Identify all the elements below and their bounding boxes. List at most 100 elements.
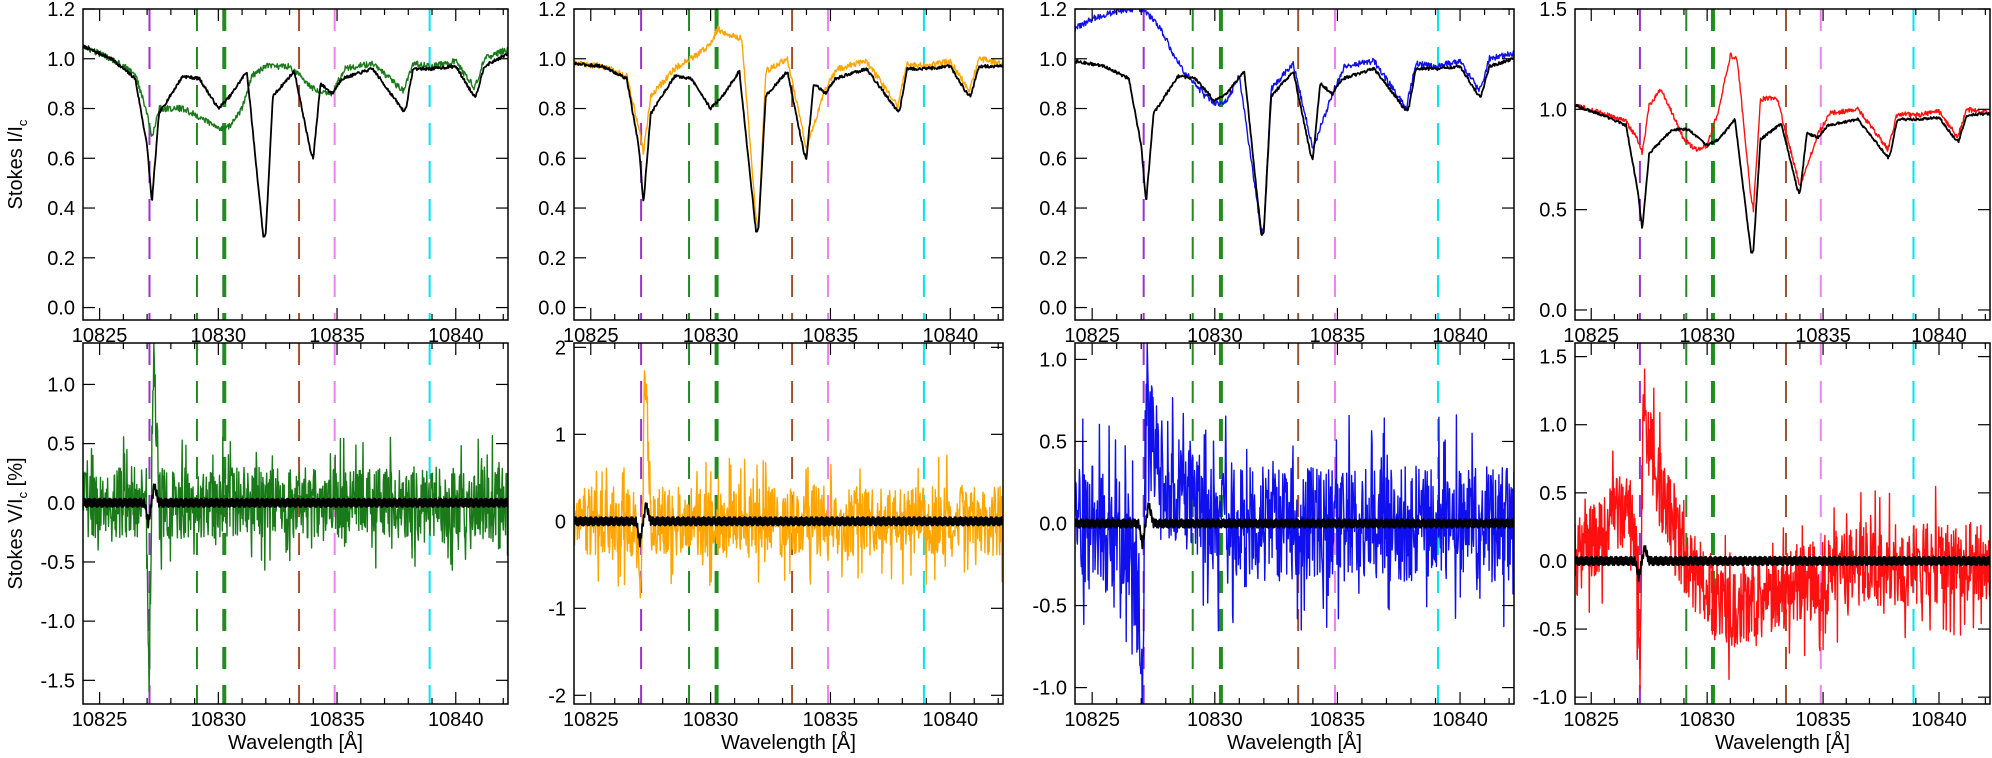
observed-series-line — [1575, 368, 1990, 690]
x-tick-label: 10825 — [72, 709, 128, 731]
x-tick-label: 10830 — [191, 709, 247, 731]
observed-series-line — [574, 25, 1003, 228]
y-tick-label: 1.0 — [47, 49, 75, 71]
y-tick-label: 0.5 — [1039, 431, 1067, 453]
panel-bottom-3: 10825 10830 10835 10840 -1.0 -0.5 0.0 0.5 1.0 Wav… — [1033, 342, 1515, 754]
observed-series-line — [83, 45, 508, 137]
observed-series-line — [1075, 343, 1514, 704]
x-tick-label: 10840 — [1911, 325, 1967, 347]
panel-bottom-2: 10825 10830 10835 10840 -2 -1 0 1 2 Wavelength [Å… — [548, 337, 1004, 754]
plot-frame — [1574, 342, 1991, 705]
plot-frame — [82, 342, 509, 705]
reference-series-line — [1575, 103, 1990, 254]
x-tick-label: 10825 — [1563, 709, 1619, 731]
reference-series-line — [1075, 56, 1514, 236]
x-tick-label: 10840 — [428, 709, 484, 731]
y-tick-label: 1.2 — [538, 0, 566, 21]
x-axis-title: Wavelength [Å] — [721, 731, 856, 754]
y-tick-label: 0.4 — [1039, 198, 1067, 220]
x-tick-label: 10825 — [563, 325, 619, 347]
y-tick-label: 1.2 — [47, 0, 75, 21]
reference-series-line — [1575, 545, 1990, 582]
y-tick-label: 0.4 — [538, 198, 566, 220]
y-tick-label: 0.0 — [47, 493, 75, 515]
x-tick-label: 10840 — [922, 709, 978, 731]
x-tick-label: 10840 — [1432, 325, 1488, 347]
y-tick-label: 0.5 — [1539, 200, 1567, 222]
plot-frame — [1074, 8, 1515, 321]
x-tick-label: 10830 — [1679, 325, 1735, 347]
x-tick-label: 10825 — [1064, 709, 1120, 731]
y-tick-label: 0.6 — [1039, 148, 1067, 170]
y-tick-label: 0.8 — [1039, 99, 1067, 121]
plot-frame — [573, 342, 1004, 705]
x-tick-label: 10840 — [1911, 709, 1967, 731]
x-tick-label: 10825 — [563, 709, 619, 731]
reference-series-line — [1075, 502, 1514, 550]
panel-top-3: 10825 10830 10835 10840 0.0 0.2 0.4 0.6 0.8 1.0 1.… — [1039, 0, 1515, 347]
x-tick-label: 10825 — [1563, 325, 1619, 347]
x-axis-title: Wavelength [Å] — [1715, 731, 1850, 754]
panel-top-1: 10825 10830 10835 10840 0.0 0.2 0.4 0.6 0.8 1.0 1.… — [5, 0, 509, 347]
y-tick-label: 1.0 — [1039, 49, 1067, 71]
x-tick-label: 10830 — [1679, 709, 1735, 731]
x-tick-label: 10835 — [803, 709, 859, 731]
x-tick-label: 10835 — [1310, 325, 1366, 347]
y-tick-label: 0.8 — [538, 99, 566, 121]
y-tick-label: 1.0 — [538, 49, 566, 71]
y-tick-label: 0.6 — [47, 148, 75, 170]
x-tick-label: 10840 — [1432, 709, 1488, 731]
reference-series-line — [83, 44, 508, 238]
y-tick-label: 0.0 — [1039, 298, 1067, 320]
y-tick-label: 1.2 — [1039, 0, 1067, 21]
plot-frame — [82, 8, 509, 321]
y-tick-label: -0.5 — [1533, 619, 1567, 641]
x-tick-label: 10825 — [72, 325, 128, 347]
x-tick-label: 10835 — [309, 709, 365, 731]
y-tick-label: 0.0 — [1039, 514, 1067, 536]
y-tick-label: 2 — [555, 337, 566, 359]
reference-series-line — [574, 502, 1003, 548]
x-axis-title: Wavelength [Å] — [1227, 731, 1362, 754]
x-tick-label: 10835 — [1795, 325, 1851, 347]
y-axis-title: Stokes I/Ic — [5, 119, 30, 209]
reference-series-line — [83, 483, 508, 529]
y-tick-label: 1.0 — [1039, 349, 1067, 371]
plot-frame — [1574, 8, 1991, 321]
x-axis-title: Wavelength [Å] — [228, 731, 363, 754]
y-tick-label: 0 — [555, 511, 566, 533]
observed-series-line — [1575, 52, 1990, 213]
y-tick-label: -1.0 — [1033, 678, 1067, 700]
y-tick-label: -1.5 — [41, 670, 75, 692]
x-tick-label: 10835 — [1795, 709, 1851, 731]
observed-series-line — [1075, 9, 1514, 236]
y-tick-label: 0.2 — [1039, 248, 1067, 270]
y-tick-label: -1 — [548, 598, 566, 620]
y-axis-title: Stokes V/Ic [%] — [5, 457, 30, 589]
y-tick-label: 1.5 — [1539, 0, 1567, 21]
y-tick-label: 0.5 — [47, 434, 75, 456]
y-tick-label: -0.5 — [1033, 596, 1067, 618]
y-tick-label: 0.0 — [47, 298, 75, 320]
y-tick-label: 0.6 — [538, 148, 566, 170]
y-tick-label: 0.2 — [538, 248, 566, 270]
y-tick-label: -1.0 — [41, 611, 75, 633]
reference-series-line — [574, 61, 1003, 233]
panel-bottom-1: 10825 10830 10835 10840 -1.5 -1.0 -0.5 0.0 0.5 1.… — [5, 342, 509, 754]
y-tick-label: 0.8 — [47, 99, 75, 121]
y-tick-label: -1.0 — [1533, 687, 1567, 709]
x-tick-label: 10835 — [803, 325, 859, 347]
y-tick-label: 0.5 — [1539, 483, 1567, 505]
y-tick-label: 0.0 — [538, 298, 566, 320]
y-tick-label: 0.0 — [1539, 551, 1567, 573]
y-tick-label: 1.5 — [1539, 347, 1567, 369]
x-tick-label: 10830 — [683, 325, 739, 347]
y-tick-label: 0.0 — [1539, 300, 1567, 322]
y-tick-label: 0.2 — [47, 248, 75, 270]
y-tick-label: -0.5 — [41, 552, 75, 574]
x-tick-label: 10830 — [191, 325, 247, 347]
x-tick-label: 10835 — [309, 325, 365, 347]
panel-top-2: 10825 10830 10835 10840 0.0 0.2 0.4 0.6 0.8 1.0 1.… — [538, 0, 1004, 347]
x-tick-label: 10840 — [922, 325, 978, 347]
